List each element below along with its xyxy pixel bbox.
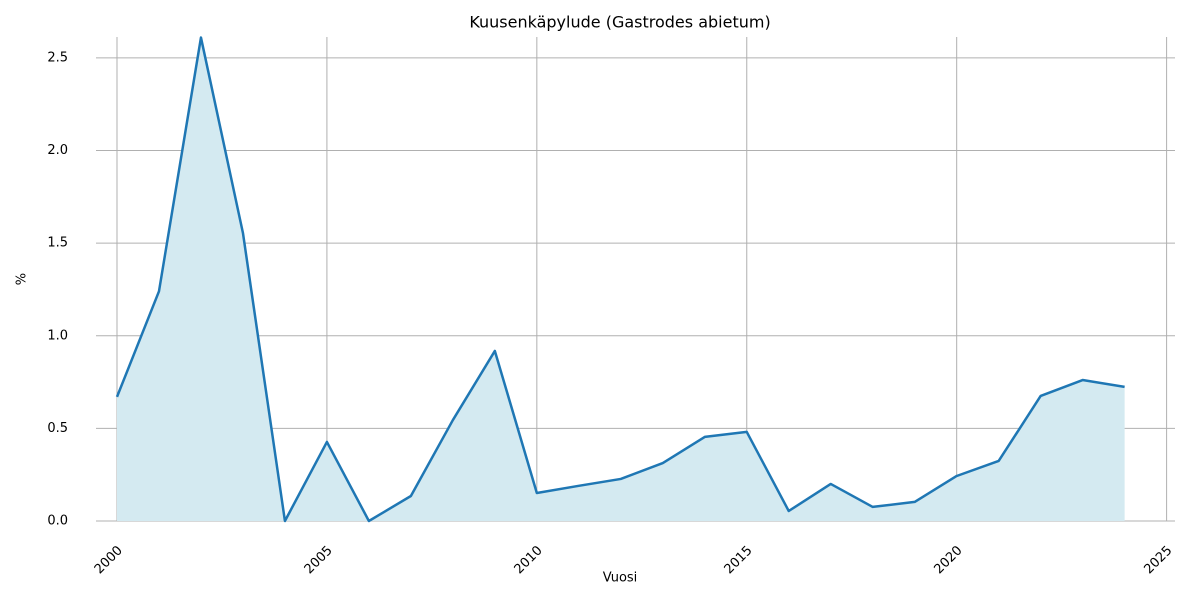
- y-tick-label: 2.0: [47, 143, 68, 158]
- x-tick-label: 2005: [302, 543, 336, 577]
- chart-title: Kuusenkäpylude (Gastrodes abietum): [469, 13, 770, 32]
- y-tick-label: 1.0: [47, 328, 68, 343]
- y-tick-label: 2.5: [47, 50, 68, 65]
- x-tick-label: 2000: [92, 543, 126, 577]
- y-axis-label: %: [15, 273, 30, 285]
- area: [116, 37, 1125, 521]
- y-tick-label: 0.0: [47, 514, 68, 529]
- y-tick-label: 0.5: [47, 421, 68, 436]
- x-tick-label: 2015: [722, 543, 756, 577]
- x-tick-label: 2010: [512, 543, 546, 577]
- line: [115, 36, 1125, 523]
- y-tick-label: 1.5: [47, 236, 68, 251]
- x-tick-label: 2020: [932, 543, 966, 577]
- x-axis-label: Vuosi: [603, 571, 638, 586]
- x-tick-label: 2025: [1141, 543, 1175, 577]
